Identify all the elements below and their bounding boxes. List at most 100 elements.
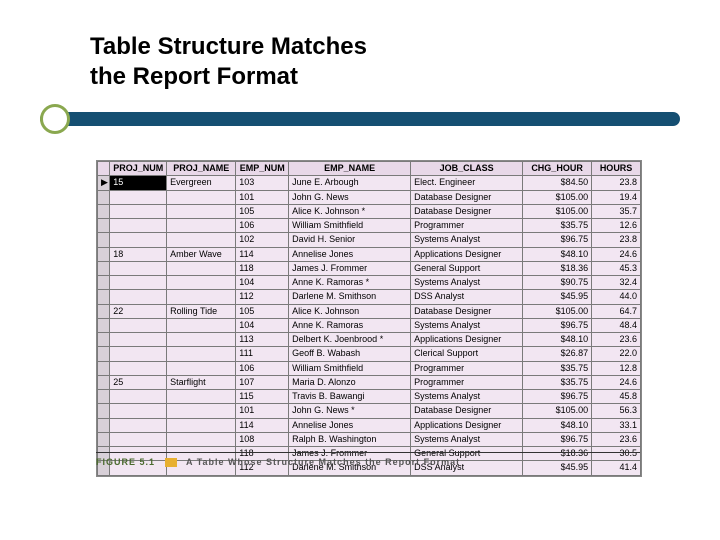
cell-emp-name[interactable]: James J. Frommer [289,261,411,275]
col-proj-num[interactable]: PROJ_NUM [110,162,167,176]
cell-hours[interactable]: 12.6 [592,219,641,233]
col-chg-hour[interactable]: CHG_HOUR [523,162,592,176]
cell-job-class[interactable]: Database Designer [411,190,523,204]
cell-proj-num[interactable]: 25 [110,375,167,389]
cell-proj-name[interactable] [167,404,236,418]
table-row[interactable]: 18Amber Wave114Annelise JonesApplication… [98,247,641,261]
cell-proj-name[interactable] [167,333,236,347]
cell-job-class[interactable]: Systems Analyst [411,276,523,290]
cell-chg-hour[interactable]: $105.00 [523,204,592,218]
cell-emp-num[interactable]: 112 [236,290,289,304]
row-selector[interactable] [98,304,110,318]
cell-proj-name[interactable] [167,347,236,361]
cell-chg-hour[interactable]: $105.00 [523,190,592,204]
cell-emp-num[interactable]: 113 [236,333,289,347]
row-selector[interactable] [98,204,110,218]
row-selector[interactable] [98,432,110,446]
cell-hours[interactable]: 24.6 [592,247,641,261]
row-selector[interactable] [98,375,110,389]
cell-hours[interactable]: 32.4 [592,276,641,290]
cell-emp-num[interactable]: 106 [236,361,289,375]
table-row[interactable]: 104Anne K. RamorasSystems Analyst$96.754… [98,318,641,332]
cell-chg-hour[interactable]: $90.75 [523,276,592,290]
cell-chg-hour[interactable]: $96.75 [523,432,592,446]
cell-job-class[interactable]: Systems Analyst [411,390,523,404]
cell-hours[interactable]: 23.6 [592,333,641,347]
cell-proj-num[interactable] [110,290,167,304]
cell-hours[interactable]: 44.0 [592,290,641,304]
cell-proj-num[interactable] [110,190,167,204]
cell-job-class[interactable]: Programmer [411,375,523,389]
cell-emp-num[interactable]: 105 [236,204,289,218]
cell-proj-num[interactable]: 15 [110,176,167,190]
cell-emp-num[interactable]: 107 [236,375,289,389]
cell-proj-num[interactable] [110,333,167,347]
row-selector[interactable] [98,318,110,332]
cell-proj-name[interactable]: Amber Wave [167,247,236,261]
cell-proj-num[interactable]: 22 [110,304,167,318]
cell-proj-name[interactable] [167,233,236,247]
cell-job-class[interactable]: Clerical Support [411,347,523,361]
cell-chg-hour[interactable]: $48.10 [523,247,592,261]
cell-job-class[interactable]: General Support [411,261,523,275]
row-selector[interactable] [98,233,110,247]
col-proj-name[interactable]: PROJ_NAME [167,162,236,176]
table-row[interactable]: 115Travis B. BawangiSystems Analyst$96.7… [98,390,641,404]
cell-proj-num[interactable] [110,318,167,332]
cell-chg-hour[interactable]: $105.00 [523,404,592,418]
cell-job-class[interactable]: Elect. Engineer [411,176,523,190]
cell-proj-num[interactable] [110,233,167,247]
cell-emp-name[interactable]: David H. Senior [289,233,411,247]
table-row[interactable]: 113Delbert K. Joenbrood *Applications De… [98,333,641,347]
row-selector[interactable]: ▶ [98,176,110,190]
cell-chg-hour[interactable]: $105.00 [523,304,592,318]
cell-job-class[interactable]: DSS Analyst [411,290,523,304]
cell-proj-name[interactable] [167,261,236,275]
cell-chg-hour[interactable]: $26.87 [523,347,592,361]
cell-emp-num[interactable]: 118 [236,261,289,275]
cell-job-class[interactable]: Database Designer [411,304,523,318]
cell-emp-num[interactable]: 104 [236,318,289,332]
row-selector[interactable] [98,390,110,404]
cell-proj-name[interactable] [167,418,236,432]
cell-emp-name[interactable]: Delbert K. Joenbrood * [289,333,411,347]
cell-emp-name[interactable]: Geoff B. Wabash [289,347,411,361]
cell-job-class[interactable]: Systems Analyst [411,318,523,332]
cell-proj-name[interactable] [167,432,236,446]
cell-hours[interactable]: 64.7 [592,304,641,318]
table-row[interactable]: 25Starflight107Maria D. AlonzoProgrammer… [98,375,641,389]
row-selector[interactable] [98,347,110,361]
cell-job-class[interactable]: Database Designer [411,204,523,218]
cell-emp-name[interactable]: Darlene M. Smithson [289,290,411,304]
cell-proj-num[interactable] [110,261,167,275]
cell-emp-num[interactable]: 104 [236,276,289,290]
table-row[interactable]: 102David H. SeniorSystems Analyst$96.752… [98,233,641,247]
cell-hours[interactable]: 23.8 [592,176,641,190]
cell-emp-name[interactable]: John G. News [289,190,411,204]
cell-emp-name[interactable]: John G. News * [289,404,411,418]
cell-emp-num[interactable]: 114 [236,247,289,261]
table-row[interactable]: ▶15Evergreen103June E. ArboughElect. Eng… [98,176,641,190]
cell-emp-name[interactable]: Alice K. Johnson * [289,204,411,218]
cell-proj-name[interactable]: Evergreen [167,176,236,190]
cell-emp-num[interactable]: 111 [236,347,289,361]
cell-proj-num[interactable] [110,276,167,290]
cell-proj-name[interactable] [167,219,236,233]
cell-chg-hour[interactable]: $96.75 [523,233,592,247]
table-row[interactable]: 118James J. FrommerGeneral Support$18.36… [98,261,641,275]
cell-proj-num[interactable]: 18 [110,247,167,261]
cell-emp-num[interactable]: 101 [236,404,289,418]
cell-hours[interactable]: 24.6 [592,375,641,389]
cell-emp-name[interactable]: Anne K. Ramoras [289,318,411,332]
row-selector[interactable] [98,219,110,233]
cell-emp-name[interactable]: Maria D. Alonzo [289,375,411,389]
cell-emp-name[interactable]: Alice K. Johnson [289,304,411,318]
cell-job-class[interactable]: Programmer [411,219,523,233]
cell-emp-name[interactable]: William Smithfield [289,219,411,233]
cell-proj-num[interactable] [110,204,167,218]
cell-proj-num[interactable] [110,347,167,361]
cell-proj-num[interactable] [110,219,167,233]
cell-job-class[interactable]: Systems Analyst [411,233,523,247]
row-selector[interactable] [98,276,110,290]
cell-hours[interactable]: 45.8 [592,390,641,404]
